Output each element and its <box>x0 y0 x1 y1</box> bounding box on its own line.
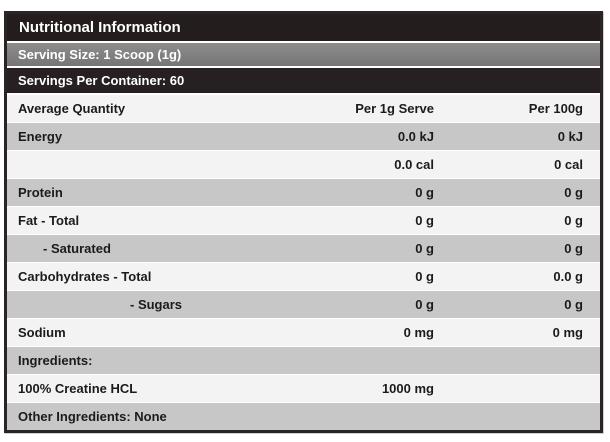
table-row-protein: Protein 0 g 0 g <box>7 178 600 206</box>
row-per-100g-value: 0 mg <box>552 325 583 340</box>
row-per-100g-value: 0 kJ <box>557 129 583 144</box>
row-per-100g-value: 0 cal <box>554 157 583 172</box>
serving-size-text: Serving Size: 1 Scoop (1g) <box>18 47 182 62</box>
panel-title-bar: Nutritional Information <box>7 14 600 43</box>
table-row-energy-cal: 0.0 cal 0 cal <box>7 150 600 178</box>
table-row-ingredients-heading: Ingredients: <box>7 346 600 374</box>
row-per-100g-value: 0.0 g <box>553 269 583 284</box>
servings-per-container-text: Servings Per Container: 60 <box>18 73 185 88</box>
row-per-serve-value: 0 g <box>415 297 434 312</box>
row-label: Carbohydrates - Total <box>18 269 152 284</box>
row-label: - Sugars <box>130 297 183 312</box>
header-average-quantity: Average Quantity <box>18 101 126 116</box>
table-row-energy: Energy 0.0 kJ 0 kJ <box>7 122 600 150</box>
row-per-100g-value: 0 g <box>564 213 583 228</box>
row-label: 100% Creatine HCL <box>18 381 138 396</box>
row-label: Fat - Total <box>18 213 80 228</box>
row-label: Other Ingredients: None <box>18 409 167 424</box>
table-row-other-ingredients: Other Ingredients: None <box>7 402 600 430</box>
servings-per-container-bar: Servings Per Container: 60 <box>7 68 600 95</box>
table-row-fat-total: Fat - Total 0 g 0 g <box>7 206 600 234</box>
row-per-100g-value: 0 g <box>564 241 583 256</box>
row-per-serve-value: 0 mg <box>403 325 434 340</box>
header-per-100g: Per 100g <box>528 101 583 116</box>
serving-size-bar: Serving Size: 1 Scoop (1g) <box>7 43 600 68</box>
row-label: Sodium <box>18 325 66 340</box>
row-label: Protein <box>18 185 63 200</box>
table-row-carbohydrates-sugars: - Sugars 0 g 0 g <box>7 290 600 318</box>
row-per-serve-value: 0.0 kJ <box>397 129 434 144</box>
table-header-row: Average Quantity Per 1g Serve Per 100g <box>7 95 600 122</box>
row-per-serve-value: 0.0 cal <box>394 157 434 172</box>
panel-title: Nutritional Information <box>19 19 181 36</box>
table-row-sodium: Sodium 0 mg 0 mg <box>7 318 600 346</box>
table-row-fat-saturated: - Saturated 0 g 0 g <box>7 234 600 262</box>
table-row-carbohydrates-total: Carbohydrates - Total 0 g 0.0 g <box>7 262 600 290</box>
header-per-serve: Per 1g Serve <box>355 101 434 116</box>
row-per-serve-value: 0 g <box>415 269 434 284</box>
table-row-creatine-hcl: 100% Creatine HCL 1000 mg <box>7 374 600 402</box>
row-per-serve-value: 1000 mg <box>381 381 434 396</box>
row-label: Ingredients: <box>18 353 93 368</box>
row-per-serve-value: 0 g <box>415 241 434 256</box>
row-label: - Saturated <box>43 241 111 256</box>
row-label: Energy <box>18 129 63 144</box>
row-per-serve-value: 0 g <box>415 213 434 228</box>
nutrition-panel: Nutritional Information Serving Size: 1 … <box>4 11 603 433</box>
row-per-100g-value: 0 g <box>564 185 583 200</box>
nutrition-table: Average Quantity Per 1g Serve Per 100g E… <box>7 95 600 430</box>
row-per-serve-value: 0 g <box>415 185 434 200</box>
row-per-100g-value: 0 g <box>564 297 583 312</box>
